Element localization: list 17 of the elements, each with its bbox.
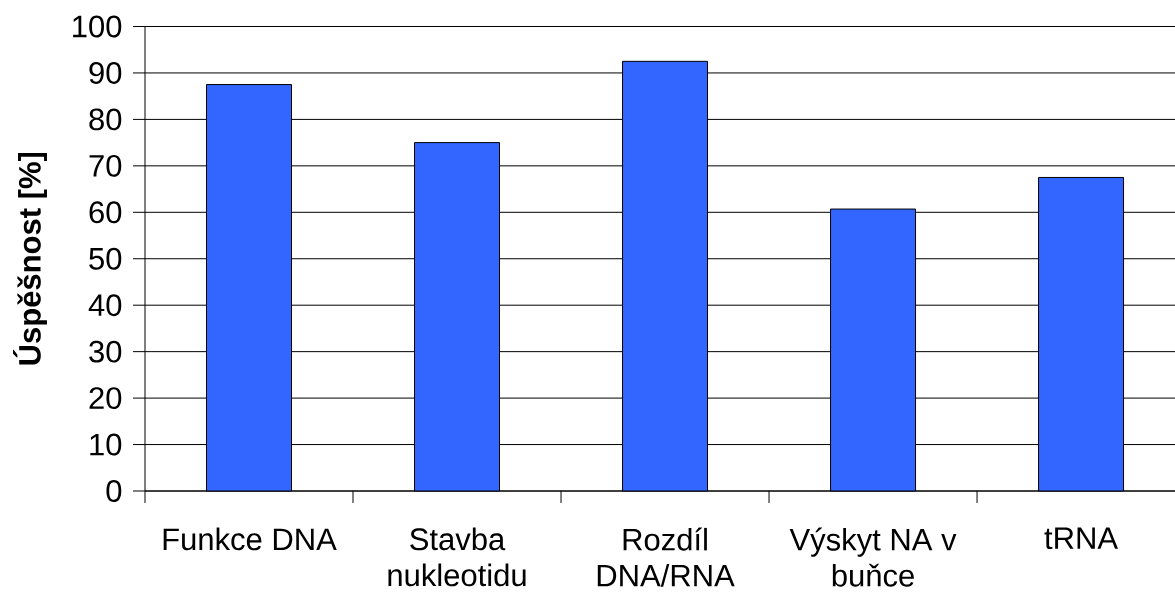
y-axis-title: Úspěšnost [%] <box>13 152 47 365</box>
y-tick-label: 20 <box>89 387 122 410</box>
x-tick-label: tRNA <box>1044 527 1118 550</box>
x-tick-label: Stavba nukleotidu <box>388 527 526 587</box>
x-tick-label: Výskyt NA v buňce <box>789 527 957 587</box>
y-tick-label: 0 <box>106 480 122 502</box>
y-tick-label: 50 <box>89 247 122 270</box>
y-tick-label: 60 <box>89 201 122 224</box>
x-tick-label: Rozdíl DNA/RNA <box>597 527 735 587</box>
y-tick-label: 40 <box>88 294 122 317</box>
y-tick-label: 90 <box>89 61 122 84</box>
y-tick-label: 80 <box>89 108 122 131</box>
x-tick-label: Funkce DNA <box>163 527 337 551</box>
y-tick-label: 70 <box>89 154 122 177</box>
y-tick-label: 10 <box>90 433 122 456</box>
y-tick-label: 30 <box>89 340 122 363</box>
y-tick-label: 100 <box>73 15 122 38</box>
